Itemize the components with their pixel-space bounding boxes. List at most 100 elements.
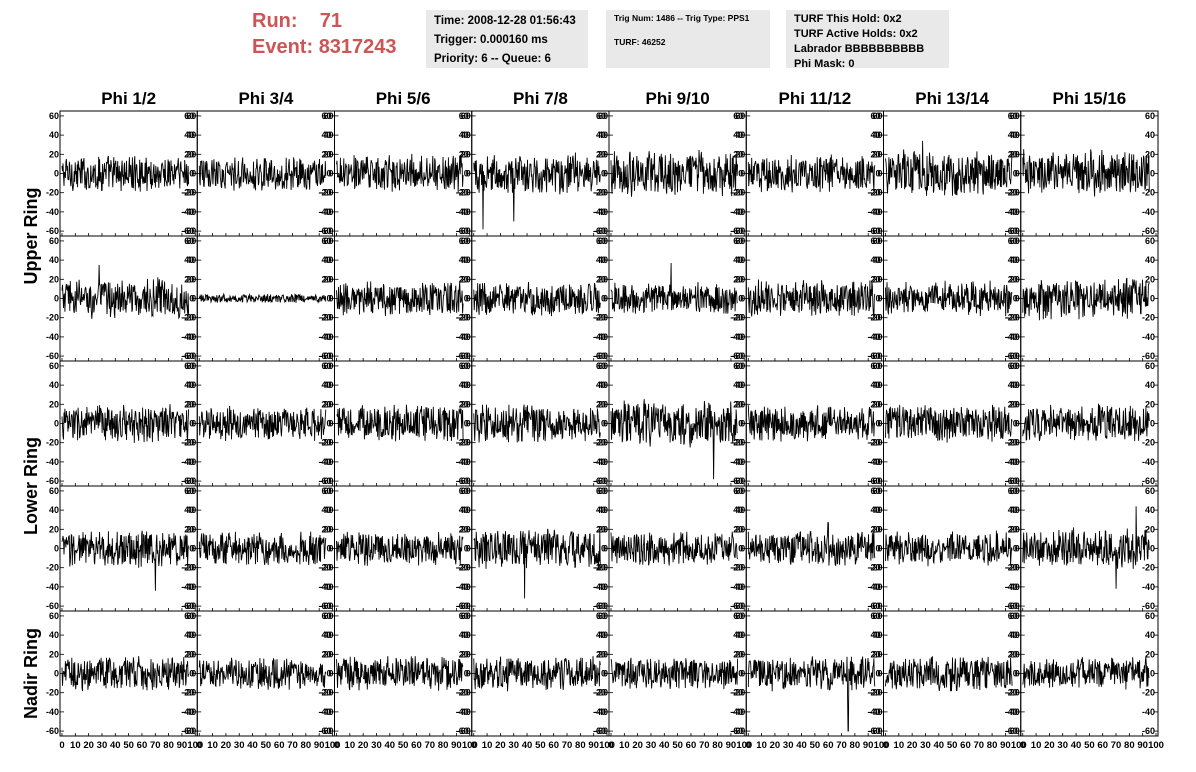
waveform-trace	[198, 405, 327, 442]
y-tick-label-left: 20	[461, 524, 471, 534]
y-tick-label-right: 20	[1008, 649, 1018, 659]
waveform-trace	[885, 404, 1013, 443]
y-tick-label-left: 0	[1015, 544, 1020, 554]
y-tick-label-right: -60	[456, 226, 469, 236]
row-group-title: Upper Ring	[21, 188, 41, 285]
y-tick-label-right: -20	[181, 313, 194, 323]
y-tick-label-right: 40	[1145, 130, 1155, 140]
x-tick-label: 70	[973, 740, 984, 751]
x-tick-label: 30	[1057, 740, 1068, 751]
x-tick-label: 70	[836, 740, 847, 751]
y-tick-label-left: -20	[732, 438, 745, 448]
y-tick-label-right: -20	[1005, 313, 1018, 323]
y-tick-label-left: -20	[46, 688, 59, 698]
x-tick-label: 40	[934, 740, 945, 751]
y-tick-label-right: 20	[1008, 524, 1018, 534]
y-tick-label-right: 60	[184, 236, 194, 246]
y-tick-label-right: 60	[596, 486, 606, 496]
x-tick-label: 100	[599, 740, 615, 751]
waveform-trace	[473, 152, 601, 230]
y-tick-label-right: -60	[730, 476, 743, 486]
y-tick-label-left: 60	[1010, 361, 1020, 371]
y-tick-label-right: -40	[456, 582, 469, 592]
y-tick-label-left: -20	[46, 188, 59, 198]
y-tick-label-right: -20	[1142, 438, 1155, 448]
y-tick-label-left: -60	[732, 601, 745, 611]
y-tick-label-left: -60	[320, 351, 333, 361]
y-tick-label-left: -60	[458, 726, 471, 736]
y-tick-label-right: -60	[456, 351, 469, 361]
y-tick-label-left: -60	[320, 601, 333, 611]
y-tick-label-right: -20	[181, 563, 194, 573]
y-tick-label-right: 60	[1008, 111, 1018, 121]
y-tick-label-left: -40	[183, 707, 196, 717]
run-value: 71	[319, 10, 343, 32]
y-tick-label-left: -60	[595, 226, 608, 236]
y-tick-label-right: 20	[321, 399, 331, 409]
waveform-trace	[610, 531, 738, 566]
y-tick-label-right: 60	[459, 611, 469, 621]
y-tick-label-left: 0	[54, 419, 59, 429]
x-tick-label: 0	[59, 740, 64, 751]
y-tick-label-left: 60	[598, 611, 608, 621]
y-tick-label-right: 0	[1150, 419, 1155, 429]
x-tick-label: 100	[325, 740, 341, 751]
y-tick-label-left: -60	[46, 351, 59, 361]
y-tick-label-right: 40	[459, 505, 469, 515]
waveform-trace	[473, 528, 601, 599]
waveform-trace	[747, 154, 876, 193]
y-tick-label-right: 20	[459, 399, 469, 409]
x-tick-label: 60	[1097, 740, 1108, 751]
y-tick-label-right: 0	[1150, 169, 1155, 179]
y-tick-label-right: -60	[730, 601, 743, 611]
y-tick-label-left: 20	[735, 149, 745, 159]
y-tick-label-left: -40	[1007, 457, 1020, 467]
y-tick-label-left: 60	[872, 486, 882, 496]
y-tick-label-left: 60	[872, 361, 882, 371]
y-tick-label-right: 60	[459, 361, 469, 371]
y-tick-label-right: 60	[184, 111, 194, 121]
y-tick-label-left: 0	[603, 669, 608, 679]
waveform-trace	[1022, 277, 1150, 321]
trigger-info-box: Trig Num: 1486 -- Trig Type: PPS1 TURF: …	[606, 10, 770, 68]
y-tick-label-right: -60	[867, 226, 880, 236]
y-tick-label-right: 0	[464, 419, 469, 429]
y-tick-label-right: -20	[1005, 188, 1018, 198]
waveform-trace	[885, 140, 1013, 196]
x-tick-label: 70	[562, 740, 573, 751]
turf-info-box: TURF This Hold: 0x2 TURF Active Holds: 0…	[786, 10, 949, 70]
y-tick-label-left: -40	[595, 332, 608, 342]
x-tick-label: 60	[411, 740, 422, 751]
priority-line: Priority: 6 -- Queue: 6	[434, 53, 551, 65]
x-tick-label: 60	[960, 740, 971, 751]
labrador-line: Labrador BBBBBBBBBB	[794, 43, 925, 55]
y-tick-label-left: -20	[595, 438, 608, 448]
y-tick-label-left: -20	[869, 188, 882, 198]
y-tick-label-right: -60	[593, 351, 606, 361]
y-tick-label-left: 0	[466, 294, 471, 304]
trigger-line: Trigger: 0.000160 ms	[434, 34, 548, 46]
y-tick-label-right: 0	[1150, 294, 1155, 304]
y-tick-label-right: -60	[318, 476, 331, 486]
y-tick-label-left: 20	[598, 149, 608, 159]
y-tick-label-left: -60	[869, 226, 882, 236]
x-tick-label: 70	[287, 740, 298, 751]
y-tick-label-left: -20	[46, 563, 59, 573]
y-tick-label-right: -60	[181, 226, 194, 236]
waveform-trace	[61, 656, 190, 692]
y-tick-label-left: -20	[458, 563, 471, 573]
y-tick-label-right: -40	[318, 207, 331, 217]
x-tick-label: 90	[451, 740, 462, 751]
y-tick-label-right: 0	[1013, 669, 1018, 679]
y-tick-label-left: -60	[458, 476, 471, 486]
x-tick-label: 20	[83, 740, 94, 751]
y-tick-label-right: 60	[733, 611, 743, 621]
y-tick-label-left: -40	[320, 332, 333, 342]
y-tick-label-left: 40	[598, 630, 608, 640]
y-tick-label-left: -40	[320, 457, 333, 467]
y-tick-label-left: 20	[872, 524, 882, 534]
y-tick-label-right: -40	[1142, 707, 1155, 717]
trig-num-line: Trig Num: 1486 -- Trig Type: PPS1	[614, 13, 750, 23]
y-tick-label-right: -40	[730, 457, 743, 467]
y-tick-label-right: -40	[867, 707, 880, 717]
